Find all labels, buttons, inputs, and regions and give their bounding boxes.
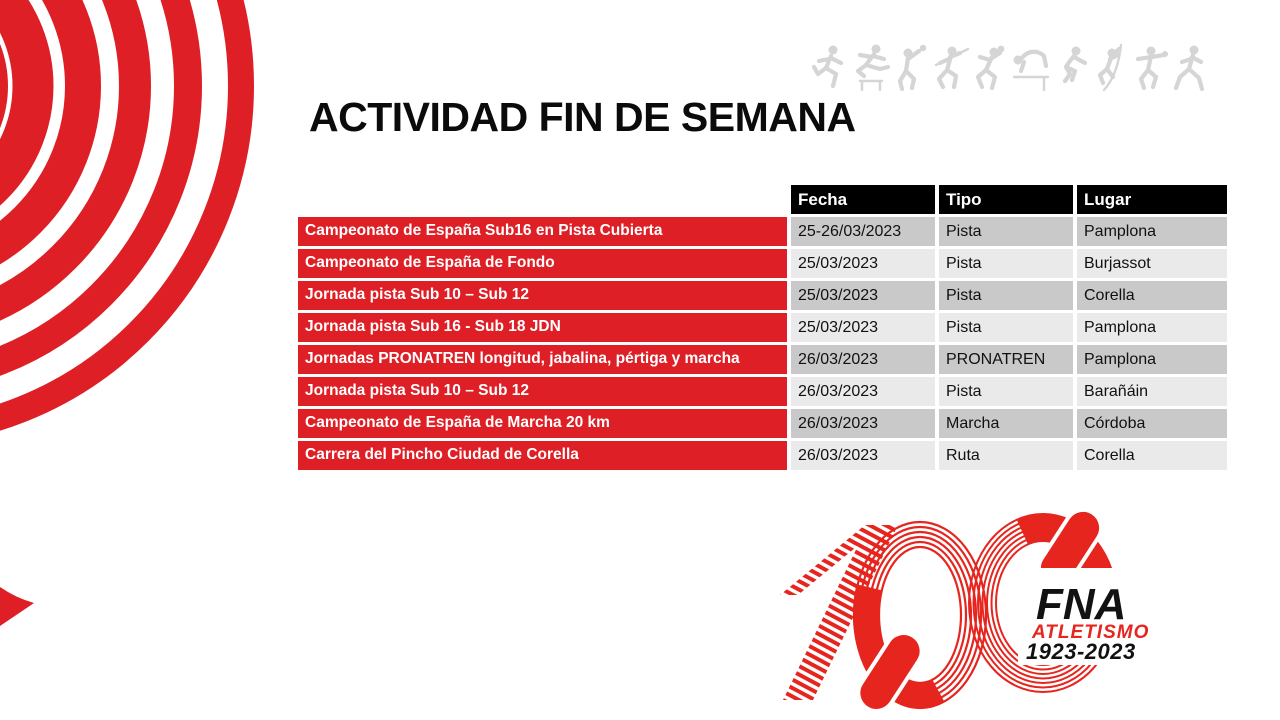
event-tipo-cell: Pista	[939, 313, 1073, 342]
hammer-throw-icon	[897, 44, 927, 92]
table-row: Jornada pista Sub 10 – Sub 12 25/03/2023…	[298, 281, 1227, 310]
event-fecha-cell: 26/03/2023	[791, 377, 935, 406]
event-lugar-cell: Burjassot	[1077, 249, 1227, 278]
event-lugar-cell: Corella	[1077, 281, 1227, 310]
event-tipo-cell: Pista	[939, 281, 1073, 310]
logo-zero-1	[852, 520, 988, 713]
table-row: Jornada pista Sub 10 – Sub 12 26/03/2023…	[298, 377, 1227, 406]
event-fecha-cell: 25/03/2023	[791, 313, 935, 342]
header-fecha: Fecha	[791, 185, 935, 214]
header-lugar: Lugar	[1077, 185, 1227, 214]
event-name-cell: Campeonato de España de Marcha 20 km	[298, 409, 787, 438]
event-name-cell: Campeonato de España de Fondo	[298, 249, 787, 278]
table-row: Campeonato de España de Fondo 25/03/2023…	[298, 249, 1227, 278]
javelin-icon	[934, 46, 970, 90]
events-table: Fecha Tipo Lugar Campeonato de España Su…	[294, 182, 1231, 473]
track-rings-decoration	[0, 0, 254, 626]
event-fecha-cell: 25/03/2023	[791, 249, 935, 278]
logo-one	[780, 525, 898, 700]
long-jump-icon	[1062, 46, 1088, 84]
race-walk-icon	[1173, 45, 1205, 92]
events-table-body: Campeonato de España Sub16 en Pista Cubi…	[298, 217, 1227, 470]
table-row: Campeonato de España de Marcha 20 km 26/…	[298, 409, 1227, 438]
event-name-cell: Jornadas PRONATREN longitud, jabalina, p…	[298, 345, 787, 374]
event-tipo-cell: PRONATREN	[939, 345, 1073, 374]
event-name-cell: Jornada pista Sub 10 – Sub 12	[298, 281, 787, 310]
logo-years-text: 1923-2023	[1026, 639, 1136, 664]
discus-icon	[1135, 46, 1168, 91]
pole-vault-icon	[1097, 43, 1123, 92]
runner-icon	[812, 45, 844, 89]
table-row: Jornada pista Sub 16 - Sub 18 JDN 25/03/…	[298, 313, 1227, 342]
page-title: ACTIVIDAD FIN DE SEMANA	[309, 94, 856, 140]
fna-centenary-logo: FNA ATLETISMO 1923-2023	[780, 507, 1198, 713]
event-lugar-cell: Pamplona	[1077, 345, 1227, 374]
event-name-cell: Jornada pista Sub 10 – Sub 12	[298, 377, 787, 406]
event-tipo-cell: Pista	[939, 377, 1073, 406]
events-table-header: Fecha Tipo Lugar	[298, 185, 1227, 214]
logo-atletismo-text: ATLETISMO	[1031, 622, 1149, 643]
event-lugar-cell: Corella	[1077, 441, 1227, 470]
event-name-cell: Jornada pista Sub 16 - Sub 18 JDN	[298, 313, 787, 342]
high-jump-icon	[1012, 49, 1050, 92]
event-fecha-cell: 26/03/2023	[791, 409, 935, 438]
shot-put-icon	[975, 45, 1005, 91]
event-tipo-cell: Pista	[939, 217, 1073, 246]
table-row: Campeonato de España Sub16 en Pista Cubi…	[298, 217, 1227, 246]
table-row: Carrera del Pincho Ciudad de Corella 26/…	[298, 441, 1227, 470]
athletics-pictogram-strip	[812, 42, 1210, 94]
event-tipo-cell: Ruta	[939, 441, 1073, 470]
event-name-cell: Carrera del Pincho Ciudad de Corella	[298, 441, 787, 470]
hurdles-icon	[855, 44, 890, 92]
header-tipo: Tipo	[939, 185, 1073, 214]
table-row: Jornadas PRONATREN longitud, jabalina, p…	[298, 345, 1227, 374]
logo-fna-text: FNA	[1036, 580, 1126, 629]
event-lugar-cell: Barañáin	[1077, 377, 1227, 406]
event-name-cell: Campeonato de España Sub16 en Pista Cubi…	[298, 217, 787, 246]
ring-tail-wedge	[0, 587, 34, 626]
event-fecha-cell: 26/03/2023	[791, 345, 935, 374]
event-lugar-cell: Pamplona	[1077, 217, 1227, 246]
event-fecha-cell: 26/03/2023	[791, 441, 935, 470]
wordmark-backdrop	[1018, 568, 1198, 665]
header-spacer-cell	[298, 185, 787, 214]
event-lugar-cell: Córdoba	[1077, 409, 1227, 438]
event-fecha-cell: 25/03/2023	[791, 281, 935, 310]
event-fecha-cell: 25-26/03/2023	[791, 217, 935, 246]
event-tipo-cell: Marcha	[939, 409, 1073, 438]
event-lugar-cell: Pamplona	[1077, 313, 1227, 342]
event-tipo-cell: Pista	[939, 249, 1073, 278]
